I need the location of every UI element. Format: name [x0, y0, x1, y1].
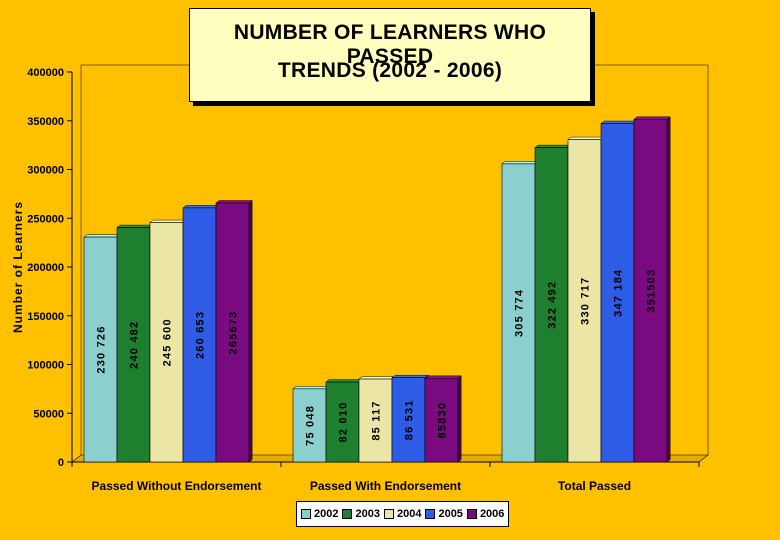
- bar-data-label: 82 010: [338, 402, 350, 443]
- legend-item: 2003: [342, 508, 380, 520]
- bar-data-label: 245 600: [162, 318, 174, 366]
- bar-2005: [182, 207, 217, 463]
- y-tick-label: 50000: [33, 408, 64, 420]
- bar-data-label: 330 717: [580, 277, 592, 325]
- y-tick-label: 100000: [27, 360, 64, 372]
- bar-data-label: 85830: [437, 402, 449, 439]
- bar-data-label: 230 726: [96, 325, 108, 373]
- bar-2006: [633, 118, 668, 463]
- bar-top-face: [215, 200, 253, 204]
- bar-data-label: 240 482: [129, 321, 141, 369]
- y-tick-label: 250000: [27, 213, 64, 225]
- legend-label: 2003: [355, 508, 380, 520]
- legend-swatch: [301, 509, 311, 519]
- chart-title-line1: NUMBER OF LEARNERS WHO PASSED: [233, 21, 547, 68]
- bar-top-face: [149, 219, 187, 223]
- y-axis-label: Number of Learners: [11, 201, 25, 333]
- bar-2005: [600, 123, 635, 463]
- bar-top-face: [567, 136, 605, 140]
- bar-data-label: 351503: [646, 269, 658, 313]
- legend-swatch: [383, 509, 394, 519]
- legend-label: 2006: [479, 508, 505, 520]
- bar-top-face: [182, 205, 220, 209]
- bar-side-face: [457, 375, 462, 463]
- x-category-label: Total Passed: [558, 479, 631, 493]
- bar-top-face: [534, 144, 572, 148]
- chart-title-box: NUMBER OF LEARNERS WHO PASSED TRENDS (20…: [189, 8, 591, 102]
- bar-side-face: [248, 200, 253, 463]
- bar-2004: [567, 139, 602, 463]
- bar-top-face: [600, 120, 638, 124]
- bar-top-face: [424, 375, 462, 379]
- legend-item: 2006: [466, 508, 505, 520]
- bar-2003: [325, 381, 360, 463]
- chart-legend: 2002 2003 2004 2005 2006: [296, 501, 510, 527]
- bar-top-face: [391, 374, 429, 378]
- bar-data-label: 305 774: [514, 289, 526, 337]
- bar-data-label: 260 653: [195, 311, 207, 359]
- bar-top-face: [83, 234, 121, 238]
- bar-top-face: [116, 224, 154, 228]
- bar-2005: [391, 377, 426, 463]
- legend-item: 2002: [301, 508, 338, 520]
- bar-data-label: 322 492: [547, 281, 559, 329]
- bar-2004: [358, 378, 393, 463]
- bar-data-label: 347 184: [613, 269, 625, 317]
- chart-title-line2: TRENDS (2002 - 2006): [277, 59, 503, 82]
- legend-label: 2002: [314, 508, 339, 520]
- bar-top-face: [358, 376, 396, 380]
- y-tick-label: 150000: [27, 311, 64, 323]
- x-category-label: Passed With Endorsement: [310, 479, 461, 493]
- bar-top-face: [501, 161, 539, 165]
- y-tick-label: 300000: [27, 165, 64, 177]
- bar-data-label: 75 048: [305, 405, 317, 446]
- bar-2006: [424, 378, 459, 463]
- legend-swatch: [466, 509, 477, 519]
- y-tick-label: 400000: [27, 67, 64, 79]
- bar-data-label: 265673: [228, 311, 240, 355]
- bar-top-face: [325, 379, 363, 383]
- y-tick-label: 200000: [27, 262, 64, 274]
- legend-label: 2004: [396, 508, 422, 520]
- y-tick-label: 350000: [27, 116, 64, 128]
- bar-2006: [215, 202, 250, 463]
- bar-2004: [149, 222, 184, 463]
- legend-swatch: [425, 509, 436, 519]
- x-category-label: Passed Without Endorsement: [92, 479, 262, 493]
- y-tick-label: 0: [58, 457, 64, 469]
- legend-item: 2004: [383, 508, 422, 520]
- bar-2003: [534, 147, 569, 463]
- bar-top-face: [633, 116, 671, 120]
- bar-data-label: 86 531: [404, 399, 416, 440]
- bar-side-face: [666, 116, 671, 463]
- bar-data-label: 85 117: [371, 400, 383, 440]
- legend-item: 2005: [425, 508, 463, 520]
- legend-label: 2005: [438, 508, 463, 520]
- legend-swatch: [342, 509, 353, 519]
- bar-top-face: [292, 386, 330, 390]
